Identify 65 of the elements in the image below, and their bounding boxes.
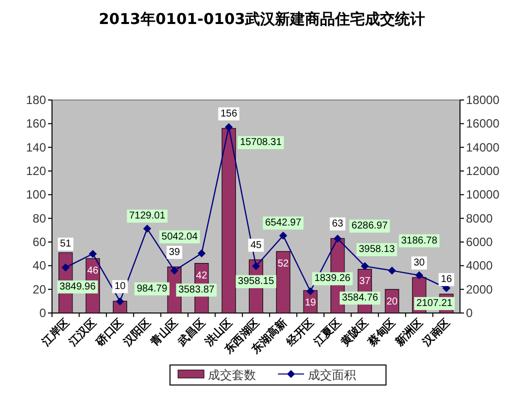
y-tick-label: 40 xyxy=(32,258,46,273)
y-tick-label: 80 xyxy=(32,211,46,226)
data-label: 3958.15 xyxy=(238,276,275,288)
y-tick-label: 60 xyxy=(32,235,46,249)
y-tick-label: 180 xyxy=(26,93,46,107)
point xyxy=(170,266,178,275)
y2-tick-label: 16000 xyxy=(466,116,500,131)
y-tick-label: 0 xyxy=(39,306,46,320)
data-label: 42 xyxy=(196,270,208,282)
y-tick-label: 20 xyxy=(32,282,46,296)
data-label: 37 xyxy=(359,276,371,288)
y2-tick-label: 14000 xyxy=(466,140,500,154)
y2-tick-label: 12000 xyxy=(466,164,500,178)
data-label: 63 xyxy=(332,218,344,230)
data-label: 3583.87 xyxy=(178,284,215,296)
data-label: 52 xyxy=(278,258,290,270)
point xyxy=(334,234,342,243)
y2-tick-label: 0 xyxy=(466,306,473,320)
y2-tick-label: 6000 xyxy=(466,235,494,249)
point xyxy=(198,249,206,258)
y2-tick-label: 2000 xyxy=(466,282,494,296)
point xyxy=(306,287,314,296)
data-label: 3584.76 xyxy=(342,292,379,304)
data-label: 16 xyxy=(440,274,452,286)
data-label: 7129.01 xyxy=(129,210,166,222)
data-label: 6542.97 xyxy=(265,218,302,229)
point xyxy=(116,297,124,306)
y-tick-label: 100 xyxy=(26,188,46,202)
point xyxy=(360,262,369,270)
point xyxy=(252,262,260,270)
data-label: 5042.04 xyxy=(162,231,198,242)
data-label: 2107.21 xyxy=(416,298,453,310)
legend-label: 成交套数 xyxy=(208,368,256,382)
data-label: 39 xyxy=(168,246,180,258)
point xyxy=(224,123,233,132)
point xyxy=(143,224,152,233)
data-label: 984.79 xyxy=(136,283,168,294)
data-label: 46 xyxy=(87,266,99,277)
y2-tick-label: 18000 xyxy=(466,93,500,107)
data-label: 1839.26 xyxy=(314,273,351,284)
chart-title: 2013年0101-0103武汉新建商品住宅成交统计 xyxy=(98,10,426,28)
point xyxy=(388,266,396,275)
data-label: 51 xyxy=(60,238,72,250)
y2-tick-label: 8000 xyxy=(466,211,494,226)
data-label: 10 xyxy=(114,281,126,292)
data-label: 156 xyxy=(220,108,238,120)
y-tick-label: 140 xyxy=(26,140,46,154)
data-label: 30 xyxy=(414,258,426,268)
point xyxy=(88,250,97,258)
point xyxy=(62,263,70,272)
data-label: 3958.13 xyxy=(358,244,396,256)
data-label: 45 xyxy=(250,240,262,251)
legend-label: 成交面积 xyxy=(308,368,356,382)
y-tick-label: 160 xyxy=(26,116,46,131)
data-label: 3849.96 xyxy=(60,281,96,292)
data-label: 19 xyxy=(304,298,316,309)
y-tick-label: 120 xyxy=(26,164,46,178)
y2-tick-label: 10000 xyxy=(466,188,500,202)
data-label: 3186.78 xyxy=(401,235,438,246)
point xyxy=(279,232,288,240)
data-label: 20 xyxy=(386,296,398,308)
data-label: 15708.31 xyxy=(240,137,282,148)
point xyxy=(415,271,424,280)
y2-tick-label: 4000 xyxy=(466,258,494,273)
data-label: 6286.97 xyxy=(352,220,388,232)
